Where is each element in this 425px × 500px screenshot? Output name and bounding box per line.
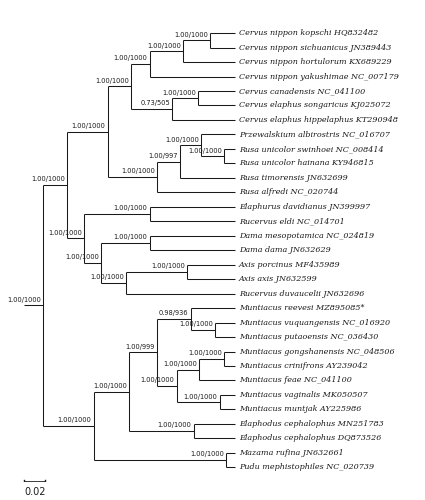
Text: Rucervus duvaucelii JN632696: Rucervus duvaucelii JN632696 bbox=[239, 290, 364, 298]
Text: 1.00/1000: 1.00/1000 bbox=[188, 148, 222, 154]
Text: Cervus nippon hortulorum KX689229: Cervus nippon hortulorum KX689229 bbox=[239, 58, 391, 66]
Text: 1.00/1000: 1.00/1000 bbox=[31, 176, 65, 182]
Text: 1.00/1000: 1.00/1000 bbox=[65, 254, 99, 260]
Text: Dama dama JN632629: Dama dama JN632629 bbox=[239, 246, 331, 254]
Text: Cervus nippon sichuanicus JN389443: Cervus nippon sichuanicus JN389443 bbox=[239, 44, 391, 52]
Text: Muntiacus reevesi MZ895085*: Muntiacus reevesi MZ895085* bbox=[239, 304, 364, 312]
Text: Muntiacus vaginalis MK050507: Muntiacus vaginalis MK050507 bbox=[239, 391, 368, 399]
Text: Elaphurus davidianus JN399997: Elaphurus davidianus JN399997 bbox=[239, 203, 370, 211]
Text: Cervus nippon yakushimae NC_007179: Cervus nippon yakushimae NC_007179 bbox=[239, 72, 399, 80]
Text: Elaphodus cephalophus DQ873526: Elaphodus cephalophus DQ873526 bbox=[239, 434, 381, 442]
Text: 0.02: 0.02 bbox=[24, 487, 45, 497]
Text: Axis porcinus MF435989: Axis porcinus MF435989 bbox=[239, 260, 340, 268]
Text: Muntiacus feae NC_041100: Muntiacus feae NC_041100 bbox=[239, 376, 352, 384]
Text: Cervus elaphus songaricus KJ025072: Cervus elaphus songaricus KJ025072 bbox=[239, 102, 391, 110]
Text: 1.00/1000: 1.00/1000 bbox=[90, 274, 124, 280]
Text: Elaphodus cephalophus MN251783: Elaphodus cephalophus MN251783 bbox=[239, 420, 384, 428]
Text: Przewalskium albirostris NC_016707: Przewalskium albirostris NC_016707 bbox=[239, 130, 390, 138]
Text: 1.00/1000: 1.00/1000 bbox=[147, 42, 181, 48]
Text: Mazama rufina JN632661: Mazama rufina JN632661 bbox=[239, 449, 344, 457]
Text: 1.00/1000: 1.00/1000 bbox=[190, 452, 224, 458]
Text: 1.00/1000: 1.00/1000 bbox=[121, 168, 155, 174]
Text: Rusa unicolor swinhoei NC_008414: Rusa unicolor swinhoei NC_008414 bbox=[239, 145, 383, 153]
Text: Muntiacus crinifrons AY239042: Muntiacus crinifrons AY239042 bbox=[239, 362, 368, 370]
Text: 1.00/1000: 1.00/1000 bbox=[163, 361, 197, 367]
Text: 1.00/1000: 1.00/1000 bbox=[158, 422, 192, 428]
Text: 1.00/1000: 1.00/1000 bbox=[95, 78, 129, 84]
Text: Cervus canadensis NC_041100: Cervus canadensis NC_041100 bbox=[239, 87, 365, 95]
Text: 1.00/1000: 1.00/1000 bbox=[72, 123, 106, 129]
Text: 1.00/1000: 1.00/1000 bbox=[174, 32, 208, 38]
Text: 1.00/1000: 1.00/1000 bbox=[7, 297, 41, 303]
Text: 1.00/1000: 1.00/1000 bbox=[113, 206, 147, 212]
Text: 1.00/1000: 1.00/1000 bbox=[162, 90, 196, 96]
Text: 1.00/1000: 1.00/1000 bbox=[48, 230, 82, 236]
Text: 1.00/1000: 1.00/1000 bbox=[141, 378, 174, 384]
Text: Dama mesopotamica NC_024819: Dama mesopotamica NC_024819 bbox=[239, 232, 374, 239]
Text: Muntiacus gongshanensis NC_048506: Muntiacus gongshanensis NC_048506 bbox=[239, 348, 394, 356]
Text: 1.00/1000: 1.00/1000 bbox=[179, 321, 213, 327]
Text: Cervus nippon kopschi HQ832482: Cervus nippon kopschi HQ832482 bbox=[239, 29, 378, 37]
Text: Rusa alfredi NC_020744: Rusa alfredi NC_020744 bbox=[239, 188, 338, 196]
Text: 1.00/1000: 1.00/1000 bbox=[58, 418, 92, 424]
Text: 1.00/1000: 1.00/1000 bbox=[113, 234, 147, 240]
Text: Muntiacus vuquangensis NC_016920: Muntiacus vuquangensis NC_016920 bbox=[239, 318, 390, 326]
Text: 1.00/1000: 1.00/1000 bbox=[188, 350, 222, 356]
Text: 1.00/999: 1.00/999 bbox=[126, 344, 155, 350]
Text: Rucervus eldi NC_014701: Rucervus eldi NC_014701 bbox=[239, 217, 345, 225]
Text: Muntiacus muntjak AY225986: Muntiacus muntjak AY225986 bbox=[239, 406, 361, 413]
Text: Cervus elaphus hippelaphus KT290948: Cervus elaphus hippelaphus KT290948 bbox=[239, 116, 398, 124]
Text: Muntiacus putaoensis NC_036430: Muntiacus putaoensis NC_036430 bbox=[239, 333, 378, 341]
Text: Pudu mephistophiles NC_020739: Pudu mephistophiles NC_020739 bbox=[239, 464, 374, 471]
Text: 1.00/997: 1.00/997 bbox=[148, 153, 178, 159]
Text: 0.98/936: 0.98/936 bbox=[159, 310, 188, 316]
Text: Rusa unicolor hainana KY946815: Rusa unicolor hainana KY946815 bbox=[239, 160, 374, 168]
Text: Axis axis JN632599: Axis axis JN632599 bbox=[239, 275, 317, 283]
Text: Rusa timorensis JN632699: Rusa timorensis JN632699 bbox=[239, 174, 348, 182]
Text: 1.00/1000: 1.00/1000 bbox=[165, 136, 199, 142]
Text: 1.00/1000: 1.00/1000 bbox=[93, 383, 127, 389]
Text: 1.00/1000: 1.00/1000 bbox=[113, 56, 147, 62]
Text: 1.00/1000: 1.00/1000 bbox=[184, 394, 218, 400]
Text: 1.00/1000: 1.00/1000 bbox=[151, 264, 185, 270]
Text: 0.73/505: 0.73/505 bbox=[140, 100, 170, 106]
